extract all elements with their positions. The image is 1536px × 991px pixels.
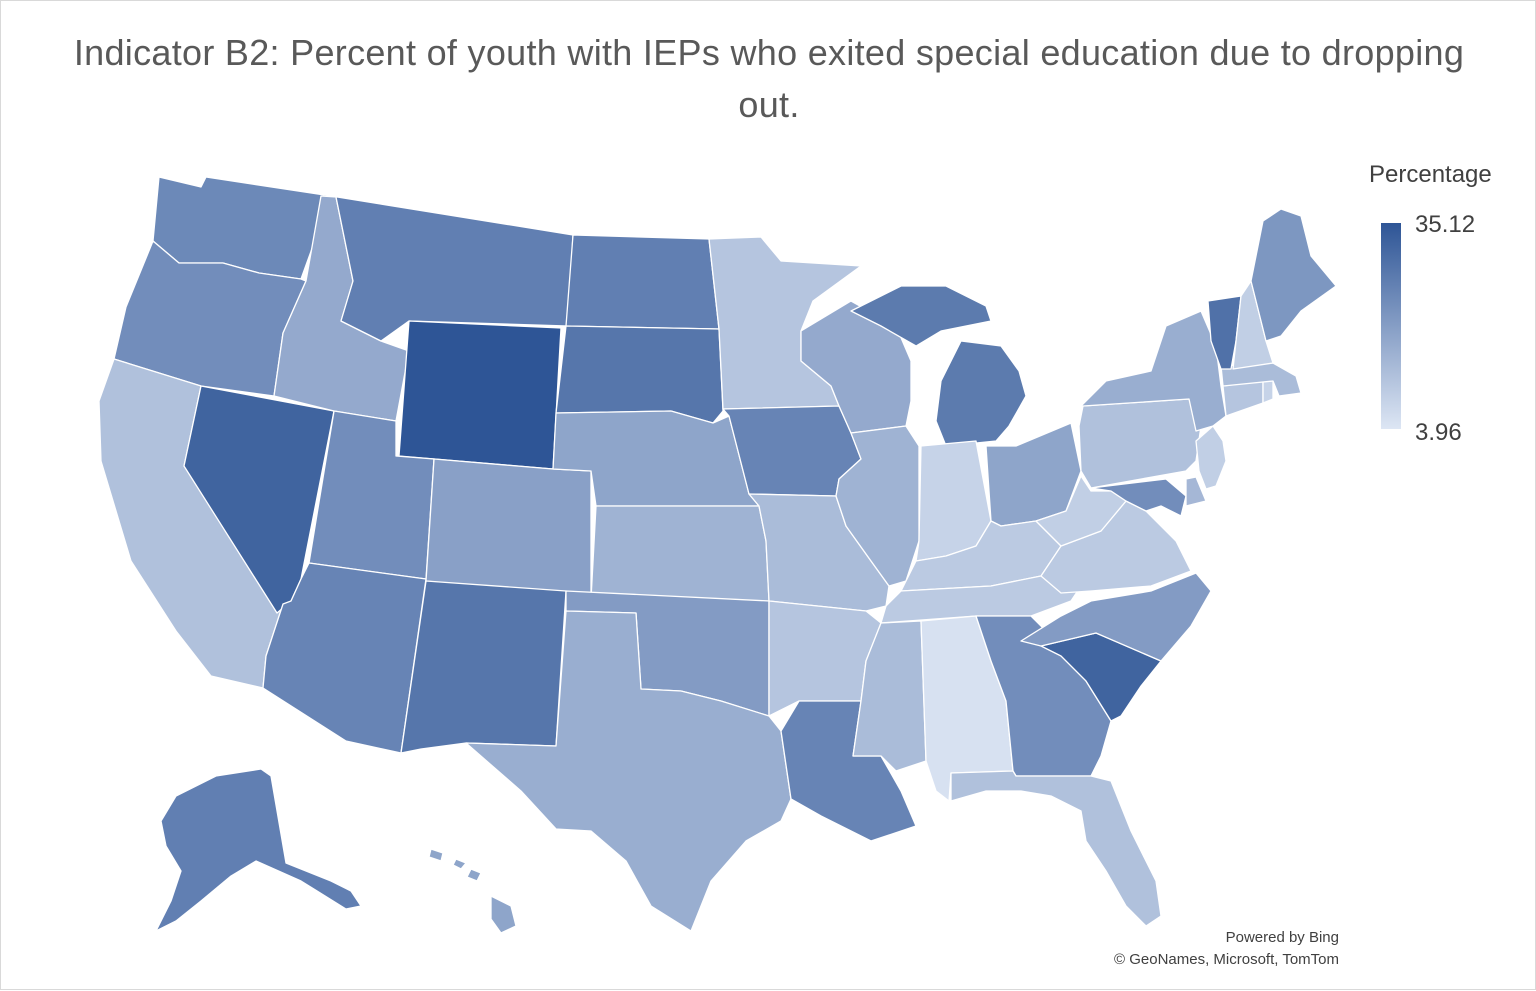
state-nd[interactable]: North Dakota: 26 [565, 234, 720, 330]
state-nm[interactable]: New Mexico: 28 [400, 580, 567, 754]
state-ks[interactable]: Kansas: 15 [590, 505, 770, 602]
legend-title: Percentage [1369, 161, 1492, 188]
state-ak[interactable]: Alaska: 26 [155, 768, 362, 932]
state-ma[interactable]: Massachusetts: 13 [1220, 362, 1302, 397]
state-ms[interactable]: Mississippi: 13 [852, 620, 927, 772]
state-hi[interactable]: Hawaii: 18 [428, 848, 517, 934]
state-mt[interactable]: Montana: 26 [330, 195, 574, 342]
state-nc[interactable]: North Carolina: 20 [1020, 572, 1212, 662]
state-ny[interactable]: New York: 16 [1080, 310, 1227, 432]
state-pa[interactable]: Pennsylvania: 12 [1078, 398, 1202, 489]
state-ri[interactable]: Rhode Island: 8 [1262, 380, 1274, 404]
attribution-powered-by: Powered by Bing [1225, 929, 1339, 946]
attribution-copyright: © GeoNames, Microsoft, TomTom [1114, 951, 1339, 968]
legend-min-label: 3.96 [1415, 419, 1462, 446]
state-fl[interactable]: Florida: 12 [950, 770, 1162, 927]
state-md[interactable]: Maryland: 23 [1090, 478, 1187, 517]
state-me[interactable]: Maine: 21 [1250, 208, 1337, 342]
state-il[interactable]: Illinois: 15 [835, 425, 920, 587]
state-ct[interactable]: Connecticut: 11 [1222, 380, 1264, 417]
state-de[interactable]: Delaware: 14 [1185, 476, 1207, 507]
state-nj[interactable]: New Jersey: 9 [1195, 425, 1227, 490]
state-tx[interactable]: Texas: 16 [465, 610, 792, 932]
map-attribution: Powered by Bing © GeoNames, Microsoft, T… [1114, 927, 1339, 971]
chart-title: Indicator B2: Percent of youth with IEPs… [73, 32, 1465, 125]
state-co[interactable]: Colorado: 19 [425, 458, 592, 600]
legend-color-scale [1381, 223, 1401, 429]
legend-max-label: 35.12 [1415, 211, 1476, 238]
state-sd[interactable]: South Dakota: 28 [555, 325, 724, 424]
states-layer: Washington: 24Oregon: 23California: 12Ne… [98, 176, 1337, 934]
state-mi[interactable]: Michigan: 27 [850, 285, 1027, 447]
state-wy[interactable]: Wyoming: 35.12 [398, 320, 562, 470]
